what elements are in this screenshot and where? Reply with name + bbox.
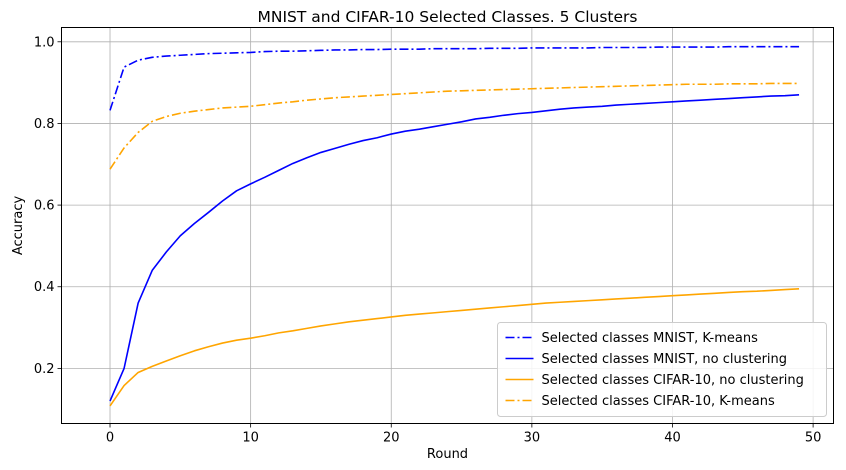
axis-ticks: 0 10 20 30 40 50 0.2 0.4 0.6 0.8 1.0 <box>34 35 822 445</box>
y-tick-label: 0.2 <box>34 362 55 377</box>
chart-title: MNIST and CIFAR-10 Selected Classes. 5 C… <box>258 8 638 26</box>
x-tick-label: 0 <box>106 431 114 446</box>
series-line-3 <box>109 287 800 407</box>
grid <box>61 27 834 424</box>
x-tick-label: 10 <box>242 431 259 446</box>
legend-label: Selected classes MNIST, no clustering <box>542 352 788 367</box>
y-axis-label: Accuracy <box>11 196 26 256</box>
series-line-2 <box>109 94 800 402</box>
plot-series <box>109 45 800 407</box>
y-tick-label: 1.0 <box>34 35 55 50</box>
y-tick-label: 0.4 <box>34 280 55 295</box>
legend-label: Selected classes MNIST, K-means <box>542 331 759 346</box>
plot-frame <box>61 27 834 424</box>
x-tick-label: 20 <box>383 431 400 446</box>
x-tick-label: 50 <box>805 431 822 446</box>
x-tick-label: 40 <box>664 431 681 446</box>
legend-box <box>497 322 827 417</box>
legend: Selected classes MNIST, K-means Selected … <box>497 322 827 417</box>
series-line-4 <box>109 82 800 170</box>
x-axis-label: Round <box>427 447 468 462</box>
series-line-1 <box>109 45 800 111</box>
legend-label: Selected classes CIFAR-10, no clustering <box>542 373 804 388</box>
y-tick-label: 0.8 <box>34 117 55 132</box>
legend-label: Selected classes CIFAR-10, K-means <box>542 394 775 409</box>
x-tick-label: 30 <box>524 431 541 446</box>
y-tick-label: 0.6 <box>34 199 55 214</box>
